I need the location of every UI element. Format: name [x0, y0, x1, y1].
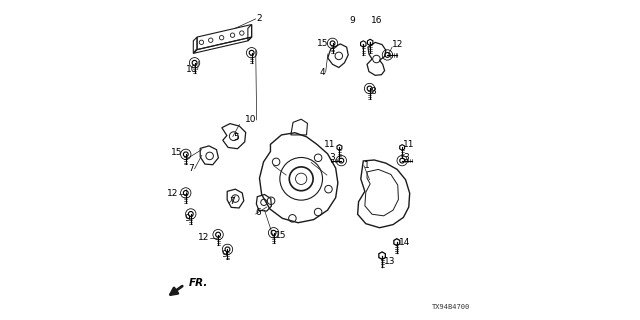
- Text: 10: 10: [244, 115, 256, 124]
- Text: 7: 7: [188, 164, 194, 173]
- Text: FR.: FR.: [189, 278, 208, 288]
- Text: 13: 13: [384, 257, 396, 267]
- Text: 6: 6: [256, 208, 262, 217]
- Text: 1: 1: [364, 161, 370, 170]
- Text: 3: 3: [330, 153, 335, 162]
- Text: 5: 5: [234, 133, 239, 142]
- Text: 15: 15: [171, 148, 182, 157]
- Text: 10: 10: [186, 65, 197, 74]
- Text: 15: 15: [317, 39, 329, 48]
- Text: 9: 9: [221, 250, 227, 259]
- Text: 4: 4: [319, 68, 324, 77]
- Text: 12: 12: [167, 189, 179, 198]
- Text: 2: 2: [257, 14, 262, 23]
- Text: 14: 14: [399, 238, 410, 247]
- Text: 8: 8: [371, 87, 376, 96]
- Text: 7: 7: [229, 197, 235, 206]
- Text: 12: 12: [198, 233, 210, 242]
- Text: 3: 3: [403, 153, 408, 162]
- Text: 9: 9: [349, 16, 355, 25]
- Text: 16: 16: [371, 16, 382, 25]
- Text: 9: 9: [184, 213, 190, 222]
- Text: 12: 12: [392, 40, 403, 49]
- Text: 11: 11: [324, 140, 335, 149]
- Text: 15: 15: [275, 231, 286, 240]
- Text: TX94B4700: TX94B4700: [431, 304, 470, 310]
- Text: 11: 11: [403, 140, 414, 149]
